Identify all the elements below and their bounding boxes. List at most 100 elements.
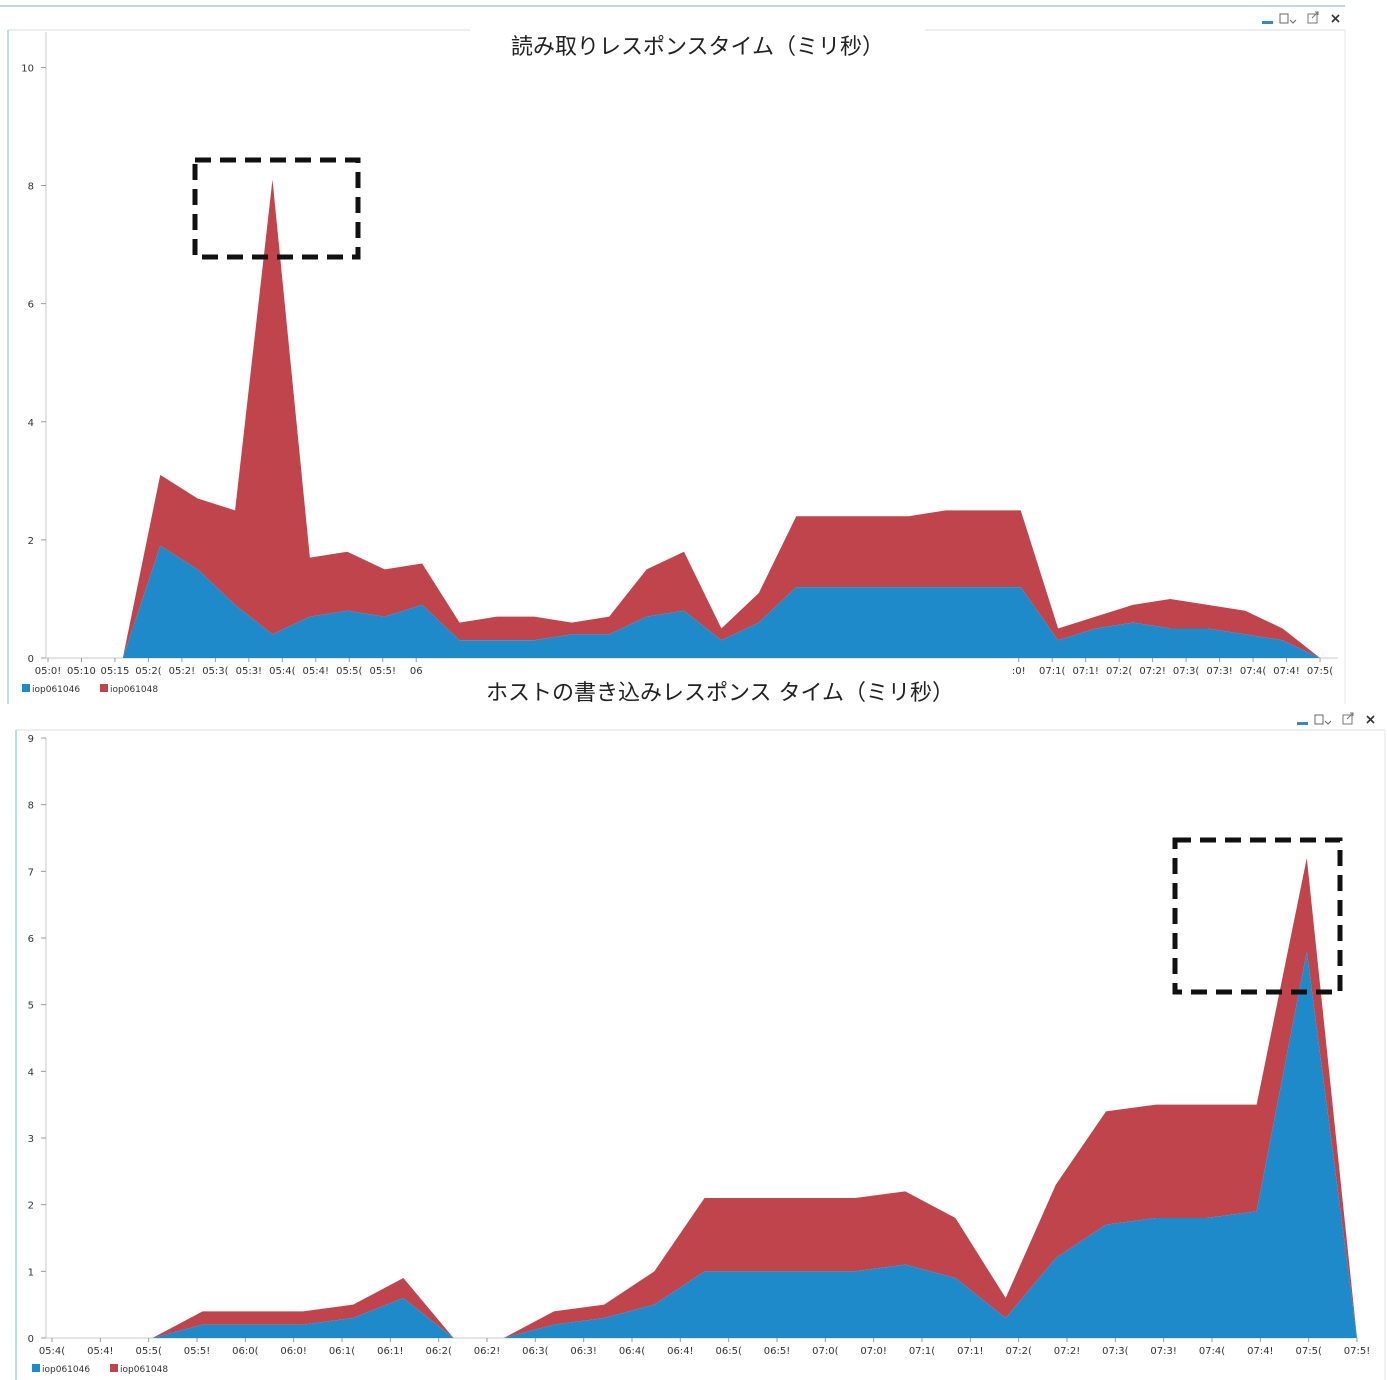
x-tick-label: 07:0! bbox=[860, 1346, 886, 1357]
y-tick-label: 0 bbox=[28, 654, 34, 665]
chart-title: 読み取りレスポンスタイム（ミリ秒） bbox=[511, 35, 884, 60]
x-tick-label: 05:4( bbox=[269, 666, 295, 677]
y-tick-label: 1 bbox=[28, 1267, 34, 1278]
x-tick-label: 07:0( bbox=[812, 1346, 838, 1357]
chart-title-background bbox=[470, 26, 925, 60]
menu-icon-chevron bbox=[1289, 19, 1297, 24]
read-response-chart: 読み取りレスポンスタイム（ミリ秒） 0 2 4 6 8 10 05:0! 05:10 05:15 0… bbox=[0, 5, 1346, 704]
x-tick-label: 06 bbox=[410, 666, 423, 677]
x-tick-label: :0! bbox=[1012, 666, 1026, 677]
x-tick-label: 06:5( bbox=[715, 1346, 741, 1357]
x-tick-label: 06:0( bbox=[232, 1346, 258, 1357]
x-tick-label: 07:3! bbox=[1150, 1346, 1176, 1357]
y-tick-label: 10 bbox=[21, 63, 34, 74]
x-tick-label: 06:3( bbox=[522, 1346, 548, 1357]
y-tick-label: 4 bbox=[28, 418, 34, 429]
x-tick-label: 07:5( bbox=[1307, 666, 1333, 677]
x-tick-label: 06:0! bbox=[280, 1346, 306, 1357]
x-tick-label: 07:2! bbox=[1054, 1346, 1080, 1357]
legend-swatch-iop061046 bbox=[22, 684, 30, 692]
x-tick-label: 07:3! bbox=[1206, 666, 1232, 677]
y-tick-label: 4 bbox=[28, 1067, 34, 1078]
legend-swatch-iop061046 bbox=[32, 1364, 40, 1372]
x-tick-label: 06:2! bbox=[474, 1346, 500, 1357]
x-tick-label: 07:4( bbox=[1199, 1346, 1225, 1357]
x-tick-label: 07:4( bbox=[1240, 666, 1266, 677]
x-tick-label: 07:3( bbox=[1173, 666, 1199, 677]
close-icon-cross bbox=[1331, 14, 1340, 23]
minimize-icon[interactable] bbox=[1262, 21, 1273, 24]
x-tick-label: 07:1( bbox=[1039, 666, 1065, 677]
x-tick-label: 07:2( bbox=[1005, 1346, 1031, 1357]
popout-icon-arrow bbox=[1346, 712, 1354, 720]
y-tick-label: 3 bbox=[28, 1134, 34, 1145]
x-tick-label: 05:0! bbox=[35, 666, 61, 677]
x-tick-label: 05:2! bbox=[169, 666, 195, 677]
x-tick-label: 05:4! bbox=[303, 666, 329, 677]
read-series-iop061048-area bbox=[48, 179, 1320, 658]
x-tick-label: 06:4! bbox=[667, 1346, 693, 1357]
write-response-chart: ホストの書き込みレスポンス タイム（ミリ秒） 0 1 2 3 4 5 6 7 8 9 05:4(05:… bbox=[15, 672, 1386, 1380]
legend-label-iop061046: iop061046 bbox=[42, 1365, 90, 1375]
y-tick-label: 7 bbox=[28, 867, 34, 878]
x-tick-label: 05:5( bbox=[135, 1346, 161, 1357]
y-tick-label: 6 bbox=[28, 300, 34, 311]
x-tick-label: 07:1( bbox=[909, 1346, 935, 1357]
read-response-chart-panel: 読み取りレスポンスタイム（ミリ秒） 0 2 4 6 8 10 05:0! 05:10 05:15 0… bbox=[0, 5, 1346, 704]
legend-swatch-iop061048 bbox=[100, 684, 108, 692]
x-tick-label: 07:5( bbox=[1295, 1346, 1321, 1357]
popout-icon[interactable] bbox=[1307, 11, 1319, 24]
y-tick-label: 2 bbox=[28, 1201, 34, 1212]
x-tick-label: 05:5( bbox=[336, 666, 362, 677]
popout-icon-box bbox=[1342, 714, 1353, 725]
x-tick-label: 05:5! bbox=[370, 666, 396, 677]
y-tick-label: 2 bbox=[28, 536, 34, 547]
menu-icon[interactable] bbox=[1279, 13, 1297, 24]
x-tick-label: 07:4! bbox=[1273, 666, 1299, 677]
legend-label-iop061048: iop061048 bbox=[120, 1365, 168, 1375]
x-tick-label: 06:5! bbox=[764, 1346, 790, 1357]
write-series-iop061048-area bbox=[52, 858, 1357, 1338]
x-tick-label: 07:2( bbox=[1106, 666, 1132, 677]
x-tick-label: 07:1! bbox=[957, 1346, 983, 1357]
x-tick-label: 05:5! bbox=[184, 1346, 210, 1357]
x-tick-label: 05:2( bbox=[135, 666, 161, 677]
menu-icon-box bbox=[1314, 714, 1324, 725]
x-tick-label: 05:3! bbox=[236, 666, 262, 677]
menu-icon-chevron bbox=[1324, 720, 1332, 725]
x-tick-label: 07:3( bbox=[1102, 1346, 1128, 1357]
x-tick-label: 07:2! bbox=[1139, 666, 1165, 677]
x-tick-label: 06:3! bbox=[570, 1346, 596, 1357]
x-tick-label: 06:1! bbox=[377, 1346, 403, 1357]
popout-icon-box bbox=[1307, 13, 1318, 24]
highlight-dashed-box bbox=[192, 157, 361, 260]
x-tick-label: 05:4! bbox=[87, 1346, 113, 1357]
legend-label-iop061048: iop061048 bbox=[110, 685, 158, 695]
chart-title-background bbox=[465, 672, 975, 706]
x-tick-label: 07:1! bbox=[1072, 666, 1098, 677]
highlight-dashed-box bbox=[1172, 837, 1343, 995]
legend-label-iop061046: iop061046 bbox=[32, 685, 80, 695]
x-tick-label: 07:5! bbox=[1344, 1346, 1370, 1357]
close-icon[interactable] bbox=[1366, 715, 1375, 724]
close-icon[interactable] bbox=[1331, 14, 1340, 23]
x-tick-label: 05:3( bbox=[202, 666, 228, 677]
write-response-chart-panel: ホストの書き込みレスポンス タイム（ミリ秒） 0 1 2 3 4 5 6 7 8 9 05:4(05:… bbox=[0, 672, 1387, 1380]
x-tick-label: 05:4( bbox=[39, 1346, 65, 1357]
x-tick-label: 06:1( bbox=[329, 1346, 355, 1357]
popout-icon[interactable] bbox=[1342, 712, 1354, 725]
menu-icon[interactable] bbox=[1314, 714, 1332, 725]
minimize-icon[interactable] bbox=[1297, 722, 1308, 725]
legend-swatch-iop061048 bbox=[110, 1364, 118, 1372]
popout-icon-arrow bbox=[1311, 11, 1319, 19]
y-tick-label: 5 bbox=[28, 1001, 34, 1012]
x-tick-label: 06:2( bbox=[425, 1346, 451, 1357]
write-series-iop061046-area bbox=[52, 951, 1357, 1338]
close-icon-cross bbox=[1366, 715, 1375, 724]
y-tick-label: 0 bbox=[28, 1334, 34, 1345]
menu-icon-box bbox=[1279, 13, 1289, 24]
y-tick-label: 8 bbox=[28, 182, 34, 193]
read-series-iop061046-area bbox=[48, 545, 1320, 658]
y-tick-label: 9 bbox=[28, 734, 34, 745]
x-tick-label: 07:4! bbox=[1247, 1346, 1273, 1357]
